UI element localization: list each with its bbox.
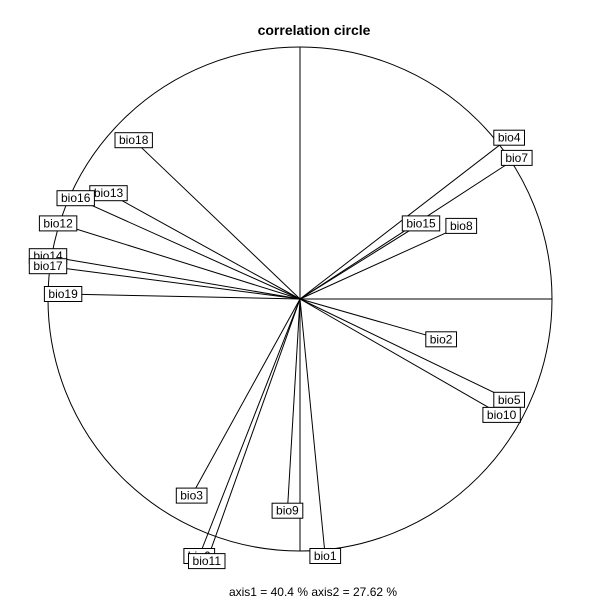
variable-arrows: [48, 138, 517, 561]
arrow-bio19: [63, 294, 301, 300]
label-text-bio3: bio3: [180, 489, 203, 503]
label-box-bio7: [500, 149, 533, 166]
label-bio15: bio15: [401, 215, 441, 232]
label-bio2: bio2: [425, 331, 457, 348]
label-box-bio18: [114, 132, 153, 149]
label-text-bio2: bio2: [430, 332, 453, 346]
label-text-bio7: bio7: [505, 151, 528, 165]
label-text-bio17: bio17: [33, 259, 63, 273]
label-bio9: bio9: [271, 502, 304, 519]
label-bio17: bio17: [28, 258, 68, 275]
arrow-bio2: [299, 298, 441, 339]
arrow-bio13: [109, 193, 301, 300]
label-bio18: bio18: [114, 132, 153, 149]
arrow-bio14: [48, 256, 301, 300]
variable-labels: bio1bio2bio3bio4bio5bio6bio7bio8bio9bio1…: [28, 129, 533, 570]
label-bio11: bio11: [188, 553, 226, 570]
label-box-bio2: [425, 331, 457, 348]
label-text-bio19: bio19: [48, 287, 78, 301]
label-bio8: bio8: [445, 217, 478, 234]
label-box-bio16: [56, 190, 95, 207]
label-bio16: bio16: [56, 190, 95, 207]
label-bio10: bio10: [482, 406, 521, 423]
arrow-bio18: [134, 140, 301, 300]
label-box-bio4: [493, 129, 525, 146]
label-box-bio8: [445, 217, 478, 234]
label-bio3: bio3: [175, 487, 208, 504]
label-text-bio18: bio18: [119, 133, 149, 147]
label-box-bio1: [309, 548, 342, 564]
label-box-bio15: [401, 215, 441, 232]
label-text-bio12: bio12: [43, 216, 73, 230]
label-box-bio17: [28, 258, 68, 275]
arrow-bio1: [299, 298, 325, 556]
label-box-bio11: [188, 553, 226, 570]
arrow-bio12: [58, 223, 301, 300]
label-box-bio10: [482, 406, 521, 423]
chart-title: correlation circle: [258, 22, 371, 38]
label-text-bio10: bio10: [487, 408, 517, 422]
label-text-bio15: bio15: [406, 216, 436, 230]
arrow-bio16: [76, 197, 301, 300]
arrow-bio17: [48, 266, 301, 300]
label-text-bio4: bio4: [498, 131, 521, 145]
label-bio1: bio1: [309, 548, 342, 564]
label-bio4: bio4: [493, 129, 525, 146]
label-bio5: bio5: [493, 391, 525, 408]
label-box-bio12: [38, 215, 78, 232]
arrow-bio9: [287, 298, 301, 511]
label-bio19: bio19: [43, 286, 83, 302]
arrow-bio11: [207, 298, 301, 561]
label-text-bio5: bio5: [498, 393, 521, 407]
label-bio7: bio7: [500, 149, 533, 166]
arrow-bio3: [192, 298, 301, 496]
label-text-bio1: bio1: [314, 549, 337, 563]
label-box-bio3: [175, 487, 208, 504]
label-box-bio19: [43, 286, 83, 302]
label-bio13: bio13: [89, 185, 128, 202]
arrow-bio10: [299, 298, 502, 415]
label-text-bio8: bio8: [450, 219, 473, 233]
arrow-bio8: [299, 225, 461, 300]
label-box-bio9: [271, 502, 304, 519]
label-bio12: bio12: [38, 215, 78, 232]
axis-variance-caption: axis1 = 40.4 % axis2 = 27.62 %: [229, 585, 397, 599]
arrow-bio6: [199, 298, 301, 556]
label-text-bio9: bio9: [276, 504, 299, 518]
label-text-bio16: bio16: [61, 191, 91, 205]
arrow-bio15: [299, 223, 421, 300]
label-text-bio13: bio13: [94, 186, 124, 200]
label-text-bio11: bio11: [193, 554, 222, 568]
arrow-bio5: [299, 298, 509, 401]
